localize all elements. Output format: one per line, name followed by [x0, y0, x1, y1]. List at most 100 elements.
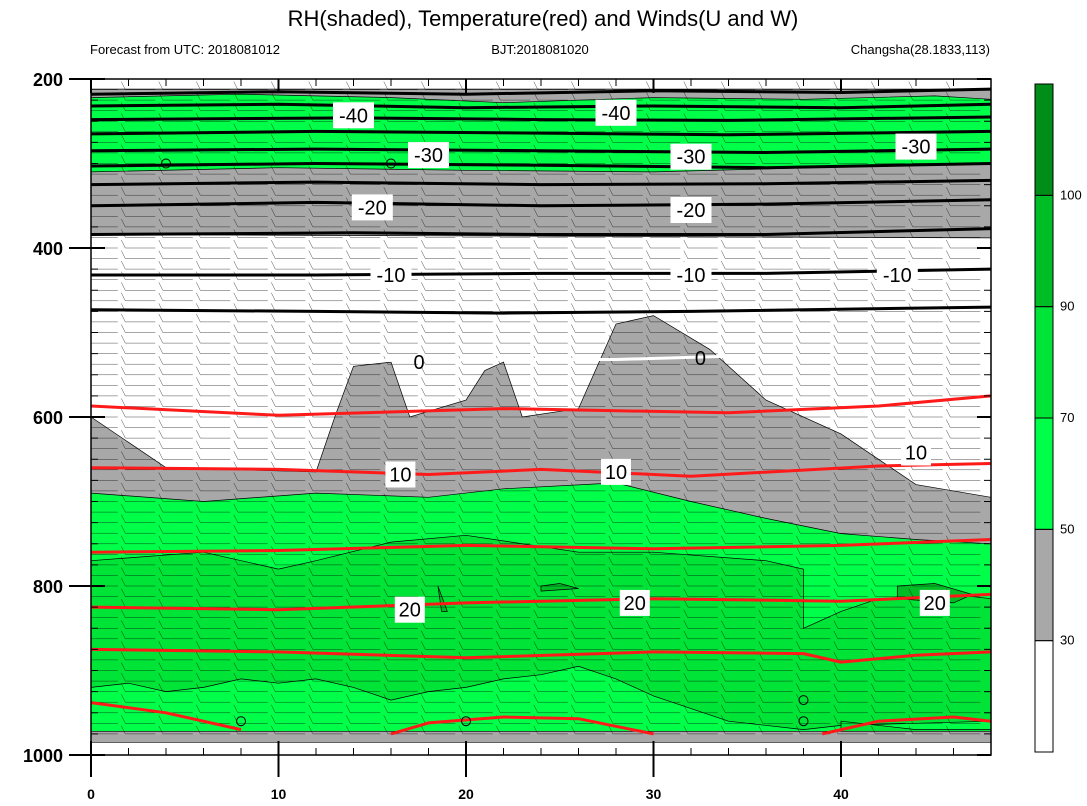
wind-barb-tick — [84, 293, 88, 301]
wind-barb-tick — [721, 451, 726, 460]
wind-barb-tick — [346, 694, 351, 703]
wind-barb-tick — [196, 387, 201, 396]
wind-barb-tick — [458, 387, 463, 396]
wind-barb-tick — [833, 398, 838, 407]
wind-barb-tick — [383, 662, 388, 671]
wind-barb-tick — [84, 451, 88, 459]
wind-barb-tick — [458, 504, 463, 513]
wind-barb-tick — [346, 451, 351, 460]
wind-barb-tick — [571, 218, 576, 227]
contour-label: -30 — [895, 133, 937, 160]
wind-barb-tick — [233, 292, 238, 301]
wind-barb-tick — [646, 673, 651, 682]
wind-barb-tick — [758, 282, 763, 291]
wind-barb-tick — [533, 662, 538, 671]
wind-barb-tick — [308, 504, 313, 513]
wind-barb-tick — [908, 419, 913, 428]
contour-label-text: 0 — [695, 348, 706, 370]
wind-barb-tick — [383, 81, 388, 90]
wind-barb-tick — [196, 81, 201, 90]
wind-barb-tick — [271, 577, 276, 587]
wind-barb-tick — [158, 694, 163, 703]
wind-barb-tick — [683, 673, 688, 682]
wind-barb-tick — [721, 567, 726, 576]
wind-barb-tick — [308, 292, 313, 301]
wind-barb-tick — [946, 704, 951, 713]
wind-barb-tick — [946, 451, 951, 460]
wind-barb-tick — [84, 663, 88, 671]
wind-barb-tick — [683, 620, 688, 629]
wind-barb-tick — [458, 630, 463, 639]
contour-label-box — [895, 133, 937, 160]
wind-barb-tick — [121, 535, 126, 544]
wind-barb-tick — [496, 567, 501, 576]
wind-barb-tick — [871, 525, 876, 534]
wind-barb-tick — [758, 504, 763, 513]
wind-barb-tick — [458, 535, 463, 544]
wind-barb-tick — [758, 261, 763, 270]
wind-barb-tick — [125, 79, 126, 80]
wind-barb-tick — [683, 694, 688, 703]
wind-barb-tick — [571, 641, 576, 650]
wind-barb-tick — [646, 482, 651, 491]
wind-barb-tick — [833, 218, 838, 227]
wind-barb-tick — [908, 408, 913, 418]
wind-barb-tick — [458, 366, 463, 375]
wind-barb-tick — [796, 324, 801, 333]
wind-barb-tick — [458, 324, 463, 333]
wind-barb-tick — [571, 366, 576, 375]
wind-barb-tick — [571, 335, 576, 344]
wind-barb-tick — [908, 599, 913, 608]
wind-barb-tick — [496, 155, 501, 164]
wind-barb-tick — [608, 303, 613, 312]
y-tick-label: 200 — [33, 70, 63, 90]
wind-barb-tick — [683, 588, 688, 597]
wind-barb-tick — [608, 261, 613, 270]
wind-barb-tick — [796, 208, 801, 217]
wind-barb-tick — [496, 398, 501, 407]
wind-barb-tick — [271, 715, 276, 724]
wind-barb-tick — [833, 641, 838, 650]
wind-barb-tick — [233, 609, 238, 618]
wind-barb-tick — [946, 134, 951, 143]
wind-barb-tick — [721, 123, 726, 132]
wind-barb-tick — [346, 683, 351, 692]
contour-label: -40 — [595, 99, 637, 126]
wind-barb-tick — [683, 430, 688, 439]
wind-barb-tick — [646, 451, 651, 460]
wind-barb-tick — [571, 345, 576, 354]
wind-barb-tick — [496, 493, 501, 502]
wind-barb-tick — [833, 546, 838, 555]
wind-barb-tick — [421, 725, 426, 734]
wind-barb-tick — [721, 694, 726, 703]
wind-barb-tick — [233, 377, 238, 386]
wind-barb-tick — [84, 208, 88, 216]
wind-barb-tick — [871, 324, 876, 333]
wind-barb-tick — [608, 335, 613, 344]
wind-barb-tick — [121, 282, 126, 291]
wind-barb-tick — [496, 282, 501, 291]
wind-barb-tick — [458, 239, 463, 249]
wind-barb-tick — [308, 187, 313, 196]
wind-barb-tick — [421, 451, 426, 460]
wind-barb-tick — [84, 282, 88, 290]
wind-barb-tick — [458, 546, 463, 555]
wind-barb-tick — [308, 525, 313, 534]
wind-barb-tick — [796, 134, 801, 143]
wind-barb-tick — [683, 461, 688, 470]
wind-barb-tick — [683, 366, 688, 375]
wind-barb-tick — [683, 345, 688, 354]
wind-barb-tick — [608, 208, 613, 217]
wind-barb-tick — [458, 725, 463, 734]
wind-barb-tick — [346, 419, 351, 428]
wind-barb-tick — [233, 662, 238, 671]
wind-barb-tick — [196, 472, 201, 481]
wind-barb-tick — [646, 419, 651, 428]
wind-barb-tick — [833, 630, 838, 639]
wind-barb-tick — [271, 694, 276, 703]
wind-barb-tick — [458, 377, 463, 386]
wind-barb-tick — [196, 134, 201, 143]
wind-barb-tick — [346, 482, 351, 491]
wind-barb-tick — [346, 81, 351, 90]
wind-barb-tick — [158, 166, 163, 175]
